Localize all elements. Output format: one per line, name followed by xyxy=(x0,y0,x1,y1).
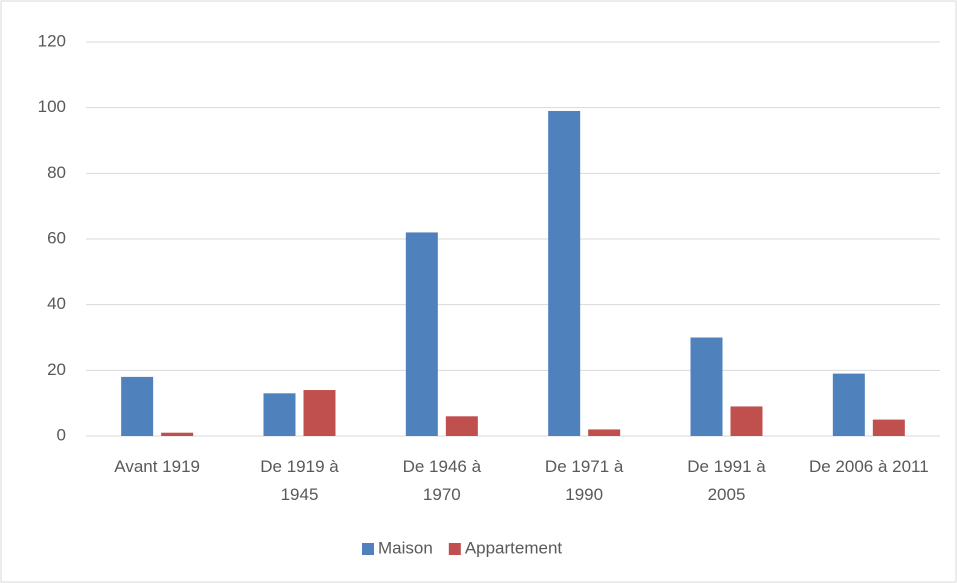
bar xyxy=(445,416,478,436)
y-tick-label: 120 xyxy=(38,31,66,50)
legend-swatch xyxy=(448,543,461,555)
x-tick-label: De 1919 à 1945 xyxy=(260,457,339,504)
bar xyxy=(832,373,865,436)
bar xyxy=(872,419,905,436)
legend-swatch xyxy=(362,543,374,555)
x-tick-label: De 1946 à 1970 xyxy=(402,457,482,504)
y-tick-label: 60 xyxy=(47,228,66,247)
x-tick-label: De 1971 à 1990 xyxy=(544,457,624,504)
bar xyxy=(730,406,763,436)
y-tick-label: 20 xyxy=(47,360,66,379)
y-tick-label: 80 xyxy=(47,163,66,182)
x-tick-label: Avant 1919 xyxy=(114,457,201,476)
x-tick-label: De 2006 à 2011 xyxy=(808,457,929,476)
bar xyxy=(121,376,154,436)
bar xyxy=(548,110,581,436)
legend-label: Maison xyxy=(378,538,433,557)
bar xyxy=(161,432,194,436)
bar xyxy=(405,232,438,436)
y-tick-label: 40 xyxy=(47,294,66,313)
bar xyxy=(588,429,621,436)
bar xyxy=(690,337,723,436)
bar xyxy=(303,390,336,436)
legend-label: Appartement xyxy=(465,538,563,557)
x-tick-label: De 1991 à 2005 xyxy=(687,457,766,504)
bar xyxy=(263,393,296,436)
y-tick-label: 0 xyxy=(57,425,66,444)
y-tick-label: 100 xyxy=(38,97,66,116)
